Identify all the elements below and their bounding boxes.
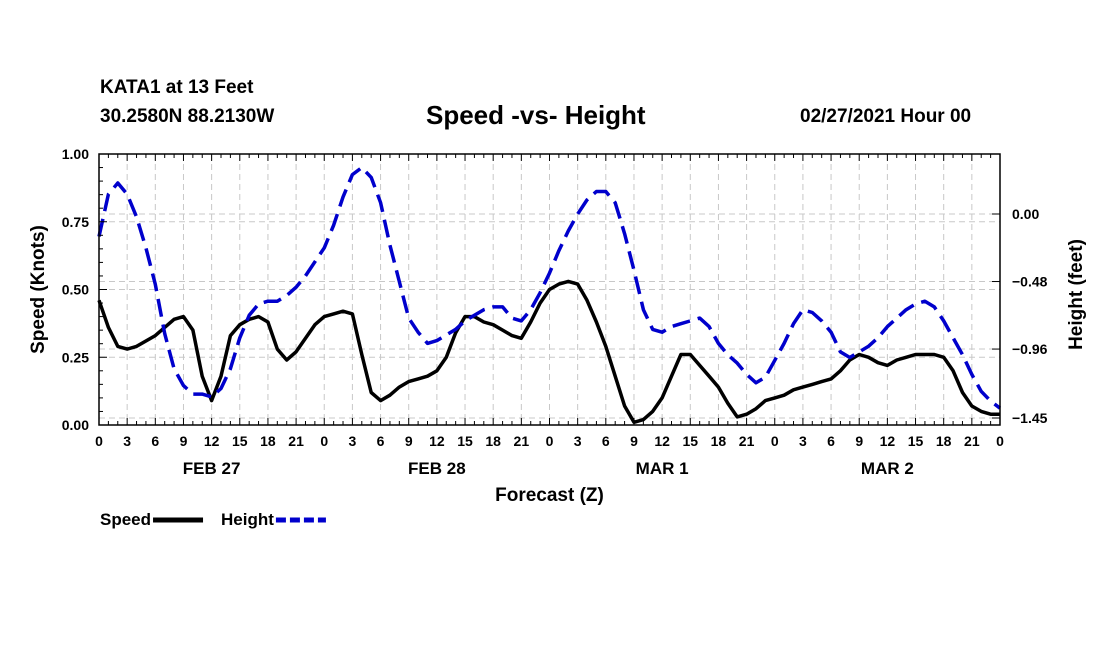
x-tick-label: 9	[855, 433, 863, 449]
series-layer	[97, 165, 1002, 425]
x-tick-label: 15	[908, 433, 924, 449]
x-tick-label: 15	[457, 433, 473, 449]
x-tick-label: 3	[349, 433, 357, 449]
y-tick-label: 1.00	[62, 146, 89, 162]
x-day-label: FEB 27	[183, 459, 241, 478]
x-tick-label: 21	[739, 433, 755, 449]
x-tick-label: 21	[514, 433, 530, 449]
y-tick-label: 0.75	[62, 214, 89, 230]
x-day-label: MAR 1	[636, 459, 689, 478]
grid	[99, 154, 1000, 425]
x-day-label: FEB 28	[408, 459, 466, 478]
x-tick-label: 3	[799, 433, 807, 449]
y2-tick-label: −0.48	[1012, 274, 1048, 290]
x-tick-label: 0	[320, 433, 328, 449]
x-tick-label: 18	[260, 433, 276, 449]
x-tick-label: 21	[964, 433, 980, 449]
y-tick-label: 0.50	[62, 282, 89, 298]
station-coordinates: 30.2580N 88.2130W	[100, 106, 275, 127]
station-label: KATA1 at 13 Feet	[100, 77, 254, 98]
x-tick-label: 9	[630, 433, 638, 449]
x-axis-title: Forecast (Z)	[495, 485, 604, 506]
x-tick-label: 18	[485, 433, 501, 449]
x-tick-label: 0	[546, 433, 554, 449]
y2-axis-title: Height (feet)	[1066, 239, 1087, 350]
x-tick-label: 3	[574, 433, 582, 449]
y-axis-title: Speed (Knots)	[28, 225, 49, 354]
chart-title: Speed -vs- Height	[426, 100, 646, 130]
legend: Speed Height	[100, 510, 326, 529]
x-tick-label: 12	[654, 433, 670, 449]
y2-tick-label: 0.00	[1012, 206, 1039, 222]
x-tick-label: 18	[711, 433, 727, 449]
x-tick-label: 9	[405, 433, 413, 449]
x-tick-label: 0	[996, 433, 1004, 449]
x-tick-label: 6	[602, 433, 610, 449]
y-tick-label: 0.25	[62, 349, 89, 365]
x-tick-label: 9	[180, 433, 188, 449]
legend-label-speed: Speed	[100, 510, 151, 529]
x-tick-label: 12	[880, 433, 896, 449]
forecast-datetime: 02/27/2021 Hour 00	[800, 106, 972, 127]
x-tick-label: 21	[288, 433, 304, 449]
x-tick-label: 15	[682, 433, 698, 449]
x-tick-label: 15	[232, 433, 248, 449]
x-tick-label: 6	[827, 433, 835, 449]
x-tick-label: 18	[936, 433, 952, 449]
x-tick-label: 12	[429, 433, 445, 449]
x-tick-label: 6	[151, 433, 159, 449]
x-tick-label: 3	[123, 433, 131, 449]
y2-tick-label: −0.96	[1012, 341, 1048, 357]
axes: 0 3 6 9 12 15 18 21 0 3 6 9 12 15 18 21 0 3 6 9 12 15 18 21 0 3 6 9…	[28, 146, 1087, 506]
x-tick-label: 0	[95, 433, 103, 449]
x-tick-label: 0	[771, 433, 779, 449]
height-series-line	[97, 165, 1002, 410]
speed-series-line	[97, 279, 1000, 425]
x-tick-label: 12	[204, 433, 220, 449]
y-tick-label: 0.00	[62, 417, 89, 433]
x-day-label: MAR 2	[861, 459, 914, 478]
y2-tick-label: −1.45	[1012, 410, 1048, 426]
x-tick-label: 6	[377, 433, 385, 449]
legend-label-height: Height	[221, 510, 274, 529]
